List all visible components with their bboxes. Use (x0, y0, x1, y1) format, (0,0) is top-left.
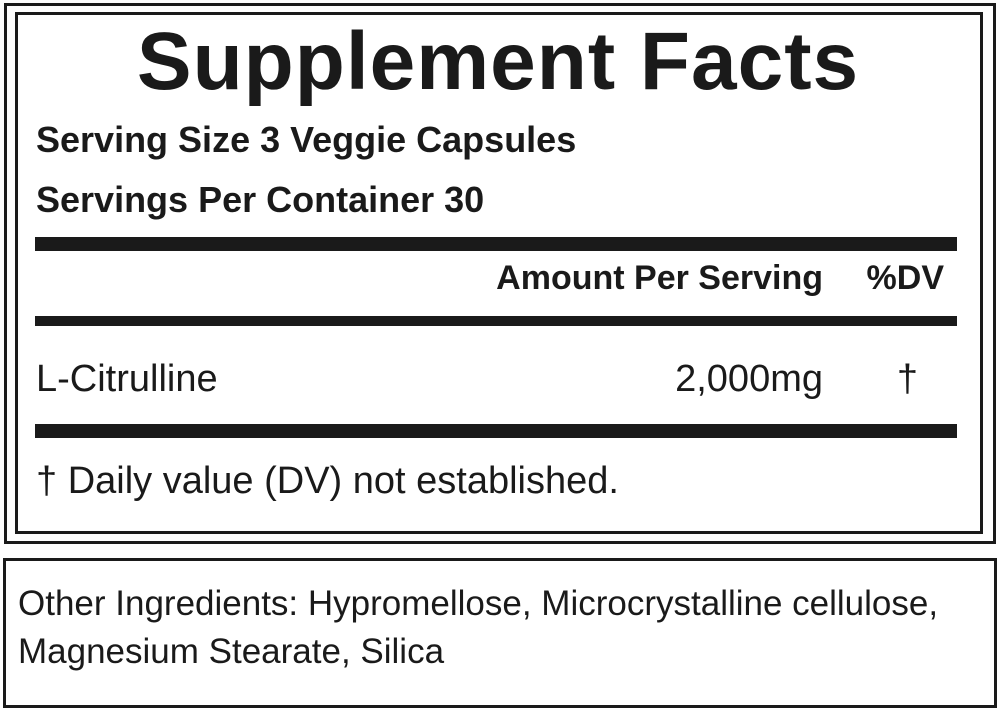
facts-outer-border (4, 3, 996, 544)
divider (35, 316, 957, 326)
ingredient-amount: 2,000mg (675, 358, 823, 400)
panel-title: Supplement Facts (136, 16, 860, 107)
dv-header: %DV (866, 259, 944, 297)
ingredient-dv: † (896, 358, 918, 400)
serving-size: Serving Size 3 Veggie Capsules (36, 119, 577, 160)
ingredient-name: L-Citrulline (36, 358, 218, 400)
divider-thick (35, 424, 957, 438)
other-ingredients: Other Ingredients: Hypromellose, Microcr… (18, 580, 988, 676)
other-ingredients-line: Other Ingredients: Hypromellose, Microcr… (18, 584, 939, 623)
amount-per-serving-header: Amount Per Serving (496, 259, 823, 297)
divider-thick (35, 237, 957, 251)
other-ingredients-line: Magnesium Stearate, Silica (18, 632, 445, 671)
footnote: † Daily value (DV) not established. (36, 460, 619, 502)
other-ingredients-box (3, 558, 997, 708)
servings-per-container: Servings Per Container 30 (36, 179, 485, 220)
facts-inner-border (15, 12, 983, 534)
